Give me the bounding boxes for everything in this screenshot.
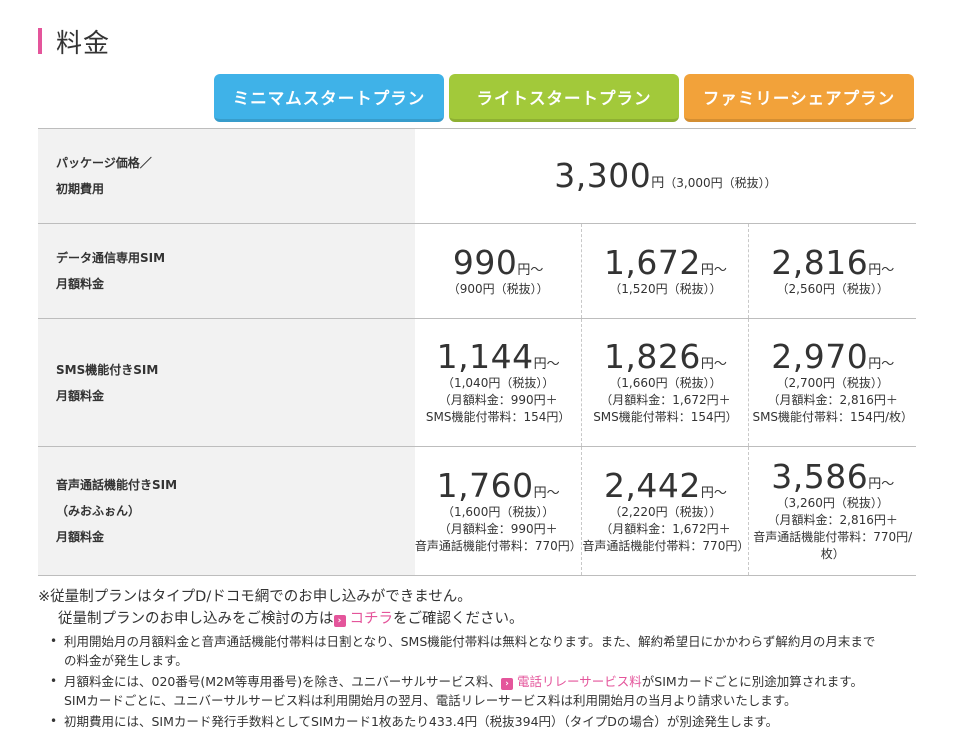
note-text: SIMカードごとに、ユニバーサルサービス料は利用開始月の翌月、電話リレーサービス… [64, 693, 797, 708]
note-main-2: 従量制プランのお申し込みをご検討の方は › コチラをご確認ください。 [38, 608, 928, 630]
price-unit: 円〜 [533, 485, 560, 501]
price-tax: （2,220円（税抜）） [609, 504, 722, 519]
note-text: の料金が発生します。 [64, 653, 188, 668]
row-label-line: 月額料金 [56, 388, 105, 403]
row-label-line: データ通信専用SIM [56, 251, 166, 265]
price-cell: 1,826円〜 （1,660円（税抜）） （月額料金：1,672円＋ SMS機能… [581, 318, 750, 447]
arrow-right-icon: › [501, 678, 514, 690]
package-price-unit: 円 [651, 176, 665, 191]
price-tax: （900円（税抜）） [447, 281, 549, 296]
price-detail: （月額料金：990円＋ [438, 393, 558, 407]
page-title: 料金 [56, 28, 111, 59]
arrow-right-icon: › [333, 615, 346, 627]
package-price-cell: 3,300円（3,000円（税抜）） [415, 129, 916, 224]
row-label-line: （みおふぉん） [56, 504, 141, 518]
price-value: 1,826 [603, 337, 701, 376]
price-value: 2,442 [603, 465, 701, 505]
price-detail: （月額料金：2,816円＋ [767, 513, 898, 527]
price-cell: 1,672円〜 （1,520円（税抜）） [581, 223, 750, 319]
row-label-line: 初期費用 [56, 182, 105, 196]
price-table: パッケージ価格／ 初期費用 3,300円（3,000円（税抜）） データ通信専用… [38, 128, 916, 576]
price-cell: 1,760円〜 （1,600円（税抜）） （月額料金：990円＋ 音声通話機能付… [414, 446, 583, 576]
row-label-data-sim: データ通信専用SIM 月額料金 [38, 223, 415, 319]
kochira-link[interactable]: コチラ [349, 611, 394, 627]
price-value: 1,672 [603, 242, 701, 282]
price-detail: SMS機能付帯料：154円） [425, 410, 571, 424]
price-unit: 円〜 [700, 357, 727, 372]
list-item: 初期費用には、SIMカード発行手数料としてSIMカード1枚あたり433.4円（税… [50, 712, 928, 731]
price-cell: 2,442円〜 （2,220円（税抜）） （月額料金：1,672円＋ 音声通話機… [581, 446, 750, 576]
price-unit: 円〜 [700, 485, 727, 501]
row-label-line: 月額料金 [56, 277, 105, 291]
package-price: 3,300 [554, 156, 652, 195]
plan-header-light-start: ライトスタートプラン [449, 74, 679, 122]
list-item: 月額料金には、020番号(M2M等専用番号)を除き、ユニバーサルサービス料、›電… [50, 672, 928, 710]
note-list: 利用開始月の月額料金と音声通話機能付帯料は日割となり、SMS機能付帯料は無料とな… [38, 632, 928, 731]
price-tax: （2,560円（税抜）） [776, 281, 889, 296]
price-detail: （月額料金：990円＋ [438, 521, 558, 536]
price-tax: （1,660円（税抜）） [609, 376, 722, 390]
title-accent-bar [38, 28, 42, 54]
section-title: 料金 [38, 24, 111, 59]
price-detail: （月額料金：2,816円＋ [767, 393, 898, 407]
price-value: 3,586 [771, 457, 869, 496]
price-cell: 990円〜 （900円（税抜）） [414, 223, 583, 319]
table-row-data-sim: データ通信専用SIM 月額料金 990円〜 （900円（税抜）） 1,672円〜… [38, 223, 916, 319]
package-price-tax: （3,000円（税抜）） [664, 176, 777, 190]
price-tax: （1,520円（税抜）） [609, 281, 722, 296]
price-unit: 円〜 [533, 357, 560, 372]
note-text: 利用開始月の月額料金と音声通話機能付帯料は日割となり、SMS機能付帯料は無料とな… [64, 634, 876, 649]
note-text: 初期費用には、SIMカード発行手数料としてSIMカード1枚あたり433.4円（税… [64, 714, 779, 729]
price-unit: 円〜 [517, 262, 544, 278]
row-label-line: SMS機能付きSIM [56, 362, 159, 377]
price-value: 990 [452, 242, 518, 282]
price-tax: （1,600円（税抜）） [441, 504, 555, 519]
relay-service-link[interactable]: 電話リレーサービス料 [517, 674, 642, 689]
price-detail: （月額料金：1,672円＋ [600, 393, 731, 407]
price-detail: SMS機能付帯料：154円/枚） [752, 410, 913, 424]
row-label-line: 月額料金 [56, 530, 105, 544]
notes: ※従量制プランはタイプD/ドコモ網でのお申し込みができません。 従量制プランのお… [38, 586, 928, 733]
price-detail: SMS機能付帯料：154円） [593, 410, 738, 424]
note-text: 月額料金には、020番号(M2M等専用番号)を除き、ユニバーサルサービス料、 [64, 674, 502, 689]
price-unit: 円〜 [868, 477, 895, 492]
note-text: 従量制プランのお申し込みをご検討の方は [58, 611, 334, 627]
note-main-1: ※従量制プランはタイプD/ドコモ網でのお申し込みができません。 [38, 589, 472, 605]
table-row-package: パッケージ価格／ 初期費用 3,300円（3,000円（税抜）） [38, 128, 916, 224]
row-label-line: パッケージ価格／ [56, 156, 152, 170]
price-unit: 円〜 [700, 262, 727, 278]
price-cell: 1,144円〜 （1,040円（税抜）） （月額料金：990円＋ SMS機能付帯… [414, 318, 583, 447]
price-value: 2,970 [771, 337, 869, 376]
price-detail: 音声通話機能付帯料：770円） [582, 538, 750, 553]
table-row-voice-sim: 音声通話機能付きSIM （みおふぉん） 月額料金 1,760円〜 （1,600円… [38, 446, 916, 576]
price-detail: （月額料金：1,672円＋ [600, 521, 731, 536]
price-unit: 円〜 [868, 262, 895, 278]
price-tax: （3,260円（税抜）） [776, 496, 889, 510]
row-label-line: 音声通話機能付きSIM [56, 478, 178, 492]
price-value: 2,816 [771, 242, 869, 282]
price-unit: 円〜 [868, 357, 895, 372]
note-text: がSIMカードごとに別途加算されます。 [641, 674, 863, 689]
plan-header-family-share: ファミリーシェアプラン [684, 74, 914, 122]
price-value: 1,760 [436, 465, 534, 505]
price-detail: 音声通話機能付帯料：770円） [414, 538, 582, 553]
price-tax: （1,040円（税抜）） [441, 376, 555, 390]
list-item: 利用開始月の月額料金と音声通話機能付帯料は日割となり、SMS機能付帯料は無料とな… [50, 632, 928, 670]
price-tax: （2,700円（税抜）） [776, 376, 889, 390]
row-label-voice-sim: 音声通話機能付きSIM （みおふぉん） 月額料金 [38, 446, 415, 576]
price-value: 1,144 [436, 337, 534, 376]
row-label-sms-sim: SMS機能付きSIM 月額料金 [38, 318, 415, 447]
price-cell: 3,586円〜 （3,260円（税抜）） （月額料金：2,816円＋ 音声通話機… [749, 447, 916, 576]
note-text: をご確認ください。 [393, 611, 524, 627]
table-row-sms-sim: SMS機能付きSIM 月額料金 1,144円〜 （1,040円（税抜）） （月額… [38, 318, 916, 447]
price-detail: 音声通話機能付帯料：770円/枚） [753, 530, 913, 561]
price-cell: 2,970円〜 （2,700円（税抜）） （月額料金：2,816円＋ SMS機能… [749, 319, 916, 447]
plan-header-minimum-start: ミニマムスタートプラン [214, 74, 444, 122]
price-cell: 2,816円〜 （2,560円（税抜）） [749, 224, 916, 319]
row-label-package: パッケージ価格／ 初期費用 [38, 128, 415, 224]
